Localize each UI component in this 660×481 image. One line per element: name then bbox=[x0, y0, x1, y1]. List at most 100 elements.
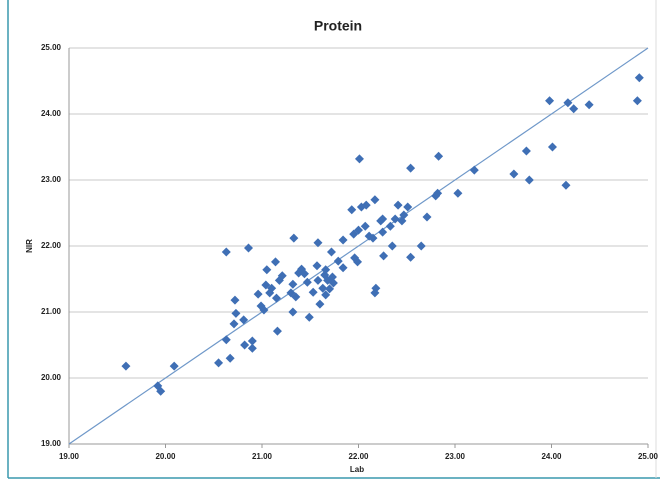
point bbox=[379, 251, 389, 261]
point bbox=[433, 188, 443, 198]
point bbox=[312, 261, 322, 271]
point bbox=[385, 221, 395, 231]
point bbox=[569, 104, 579, 114]
x-axis-label: Lab bbox=[350, 465, 364, 474]
point bbox=[247, 336, 257, 346]
point bbox=[243, 243, 253, 253]
point bbox=[328, 278, 338, 288]
point bbox=[253, 289, 263, 299]
y-tick-label: 22.00 bbox=[41, 241, 62, 250]
point bbox=[315, 299, 325, 309]
point bbox=[308, 287, 318, 297]
point bbox=[326, 247, 336, 257]
point bbox=[261, 280, 271, 290]
point bbox=[393, 200, 403, 210]
point bbox=[229, 319, 239, 329]
x-tick-label: 24.00 bbox=[541, 452, 562, 461]
point bbox=[221, 247, 231, 257]
x-tick-label: 25.00 bbox=[638, 452, 659, 461]
reference-line bbox=[68, 47, 649, 445]
point bbox=[422, 212, 432, 222]
point bbox=[318, 283, 328, 293]
point bbox=[368, 233, 378, 243]
point bbox=[277, 271, 287, 281]
point bbox=[634, 73, 644, 83]
point bbox=[545, 96, 555, 106]
point bbox=[313, 238, 323, 248]
point bbox=[469, 165, 479, 175]
y-tick-label: 23.00 bbox=[41, 175, 62, 184]
point bbox=[354, 225, 363, 235]
x-tick-label: 23.00 bbox=[445, 452, 466, 461]
point bbox=[221, 335, 231, 345]
point bbox=[378, 214, 388, 224]
point bbox=[378, 227, 388, 237]
point bbox=[338, 263, 348, 273]
y-tick-label: 21.00 bbox=[41, 307, 62, 316]
point bbox=[321, 265, 331, 275]
point bbox=[289, 233, 299, 243]
point bbox=[361, 200, 371, 210]
point bbox=[524, 175, 534, 185]
point bbox=[271, 257, 281, 267]
point bbox=[370, 195, 380, 205]
point bbox=[262, 265, 272, 275]
point bbox=[416, 241, 426, 251]
point bbox=[271, 293, 281, 303]
point bbox=[354, 154, 364, 164]
point bbox=[338, 235, 348, 245]
point bbox=[240, 340, 250, 350]
y-tick-label: 24.00 bbox=[41, 109, 62, 118]
point bbox=[584, 100, 594, 110]
point bbox=[214, 358, 224, 368]
point bbox=[561, 180, 571, 190]
point bbox=[231, 308, 241, 318]
point bbox=[353, 257, 363, 267]
point bbox=[632, 96, 642, 106]
point bbox=[156, 386, 166, 396]
point bbox=[327, 272, 337, 282]
point bbox=[547, 142, 557, 152]
point bbox=[403, 202, 413, 212]
point bbox=[121, 361, 131, 371]
point bbox=[239, 315, 249, 325]
point bbox=[304, 312, 314, 322]
point bbox=[169, 361, 179, 371]
point bbox=[325, 284, 335, 294]
y-axis-label: NIR bbox=[25, 239, 34, 253]
point bbox=[230, 295, 240, 305]
point bbox=[225, 353, 235, 363]
point bbox=[399, 210, 409, 220]
point bbox=[259, 305, 269, 315]
point bbox=[272, 326, 282, 336]
x-tick-label: 20.00 bbox=[155, 452, 176, 461]
y-tick-label: 20.00 bbox=[41, 373, 62, 382]
point bbox=[247, 343, 257, 353]
point bbox=[321, 290, 331, 300]
point bbox=[509, 169, 519, 179]
x-tick-label: 21.00 bbox=[252, 452, 273, 461]
point bbox=[291, 292, 301, 302]
y-tick-label: 25.00 bbox=[41, 43, 62, 52]
y-tick-label: 19.00 bbox=[41, 439, 62, 448]
point bbox=[371, 283, 381, 293]
point bbox=[360, 221, 370, 231]
point bbox=[434, 151, 444, 161]
point bbox=[288, 279, 298, 289]
point bbox=[347, 205, 357, 215]
point bbox=[563, 98, 573, 108]
point bbox=[406, 252, 416, 262]
point bbox=[453, 188, 463, 198]
chart-title: Protein bbox=[314, 18, 362, 34]
x-tick-label: 19.00 bbox=[59, 452, 80, 461]
point bbox=[302, 277, 312, 287]
point bbox=[390, 214, 400, 224]
point bbox=[406, 163, 416, 173]
point bbox=[288, 307, 298, 317]
point bbox=[267, 283, 277, 293]
x-tick-label: 22.00 bbox=[348, 452, 369, 461]
point bbox=[299, 269, 309, 279]
point bbox=[387, 241, 397, 251]
